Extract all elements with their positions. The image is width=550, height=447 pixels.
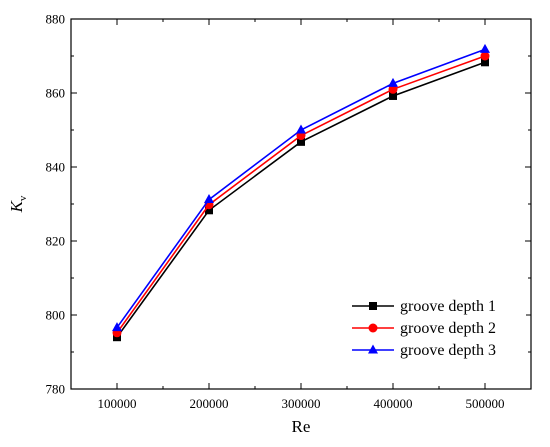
data-point <box>204 194 214 204</box>
x-tick-label: 100000 <box>98 396 137 411</box>
data-point <box>388 77 398 87</box>
series-line <box>116 55 486 334</box>
y-axis-title: Kv <box>7 195 29 213</box>
legend-label: groove depth 3 <box>400 342 496 359</box>
x-tick-label: 300000 <box>282 396 321 411</box>
y-tick-label: 780 <box>46 382 66 397</box>
y-tick-label: 820 <box>46 234 66 249</box>
y-tick-label: 860 <box>46 86 66 101</box>
legend-marker <box>369 302 377 310</box>
y-tick-label: 840 <box>46 160 66 175</box>
data-point <box>389 91 397 100</box>
data-point <box>296 124 306 134</box>
data-point <box>480 51 490 61</box>
data-point <box>388 84 398 94</box>
y-axis-title-main: K <box>7 199 26 213</box>
data-point <box>297 137 305 146</box>
legend-marker <box>368 344 378 354</box>
data-point <box>481 58 489 67</box>
plot-series <box>112 43 490 342</box>
x-tick-label: 200000 <box>190 396 229 411</box>
y-tick-label: 800 <box>46 308 66 323</box>
x-tick-label: 500000 <box>466 396 505 411</box>
legend-item: groove depth 1 <box>352 298 496 315</box>
data-point <box>480 43 490 53</box>
legend-label: groove depth 1 <box>400 298 496 315</box>
legend-item: groove depth 2 <box>352 320 496 337</box>
series-3 <box>112 43 490 332</box>
axis-ticks: 100000 200000 300000 400000 500000 780 800 820 8… <box>46 12 531 411</box>
legend-label: groove depth 2 <box>400 320 496 337</box>
data-point <box>112 322 122 332</box>
series-line <box>116 48 486 329</box>
legend-item: groove depth 3 <box>352 342 496 359</box>
x-axis-title: Re <box>292 417 311 436</box>
data-point <box>205 206 213 215</box>
x-tick-label: 400000 <box>374 396 413 411</box>
legend: groove depth 1 groove depth 2 groove depth… <box>348 294 526 364</box>
y-axis-title-sub: v <box>17 195 29 201</box>
legend-marker <box>368 323 378 333</box>
y-tick-label: 880 <box>46 12 66 27</box>
